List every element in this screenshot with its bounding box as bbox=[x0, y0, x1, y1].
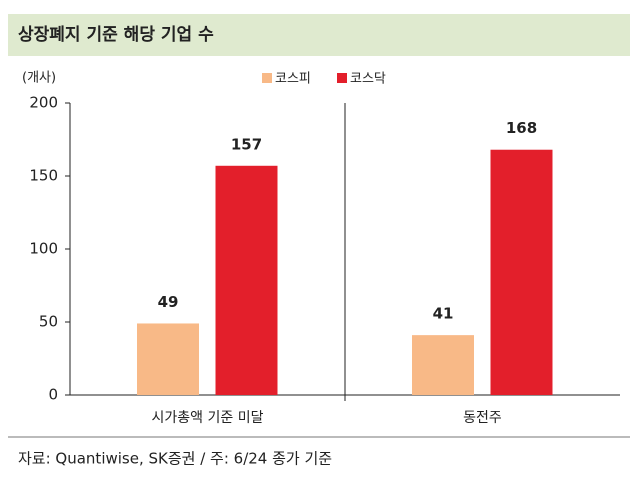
data-label: 157 bbox=[231, 135, 262, 153]
source: 자료: Quantiwise, SK증권 / 주: 6/24 종가 기준 bbox=[18, 450, 332, 468]
legend-swatch bbox=[337, 73, 347, 83]
y-tick-label: 200 bbox=[29, 94, 58, 112]
bar bbox=[490, 149, 553, 395]
y-tick-label: 0 bbox=[48, 386, 58, 404]
y-tick-label: 50 bbox=[39, 313, 58, 331]
title-bar bbox=[8, 14, 630, 56]
bar bbox=[215, 165, 278, 395]
y-tick-label: 150 bbox=[29, 167, 58, 185]
y-tick-label: 100 bbox=[29, 240, 58, 258]
y-unit: (개사) bbox=[22, 71, 56, 86]
chart-title: 상장폐지 기준 해당 기업 수 bbox=[18, 25, 214, 45]
x-tick-label: 시가총액 기준 미달 bbox=[152, 410, 264, 426]
legend-label: 코스닥 bbox=[350, 72, 386, 87]
bar bbox=[137, 323, 199, 395]
data-label: 168 bbox=[506, 119, 537, 137]
x-tick-label: 동전주 bbox=[463, 410, 502, 426]
data-label: 49 bbox=[158, 293, 179, 311]
legend-swatch bbox=[262, 73, 272, 83]
data-label: 41 bbox=[433, 305, 454, 323]
bar bbox=[412, 335, 474, 395]
legend-label: 코스피 bbox=[275, 72, 311, 87]
